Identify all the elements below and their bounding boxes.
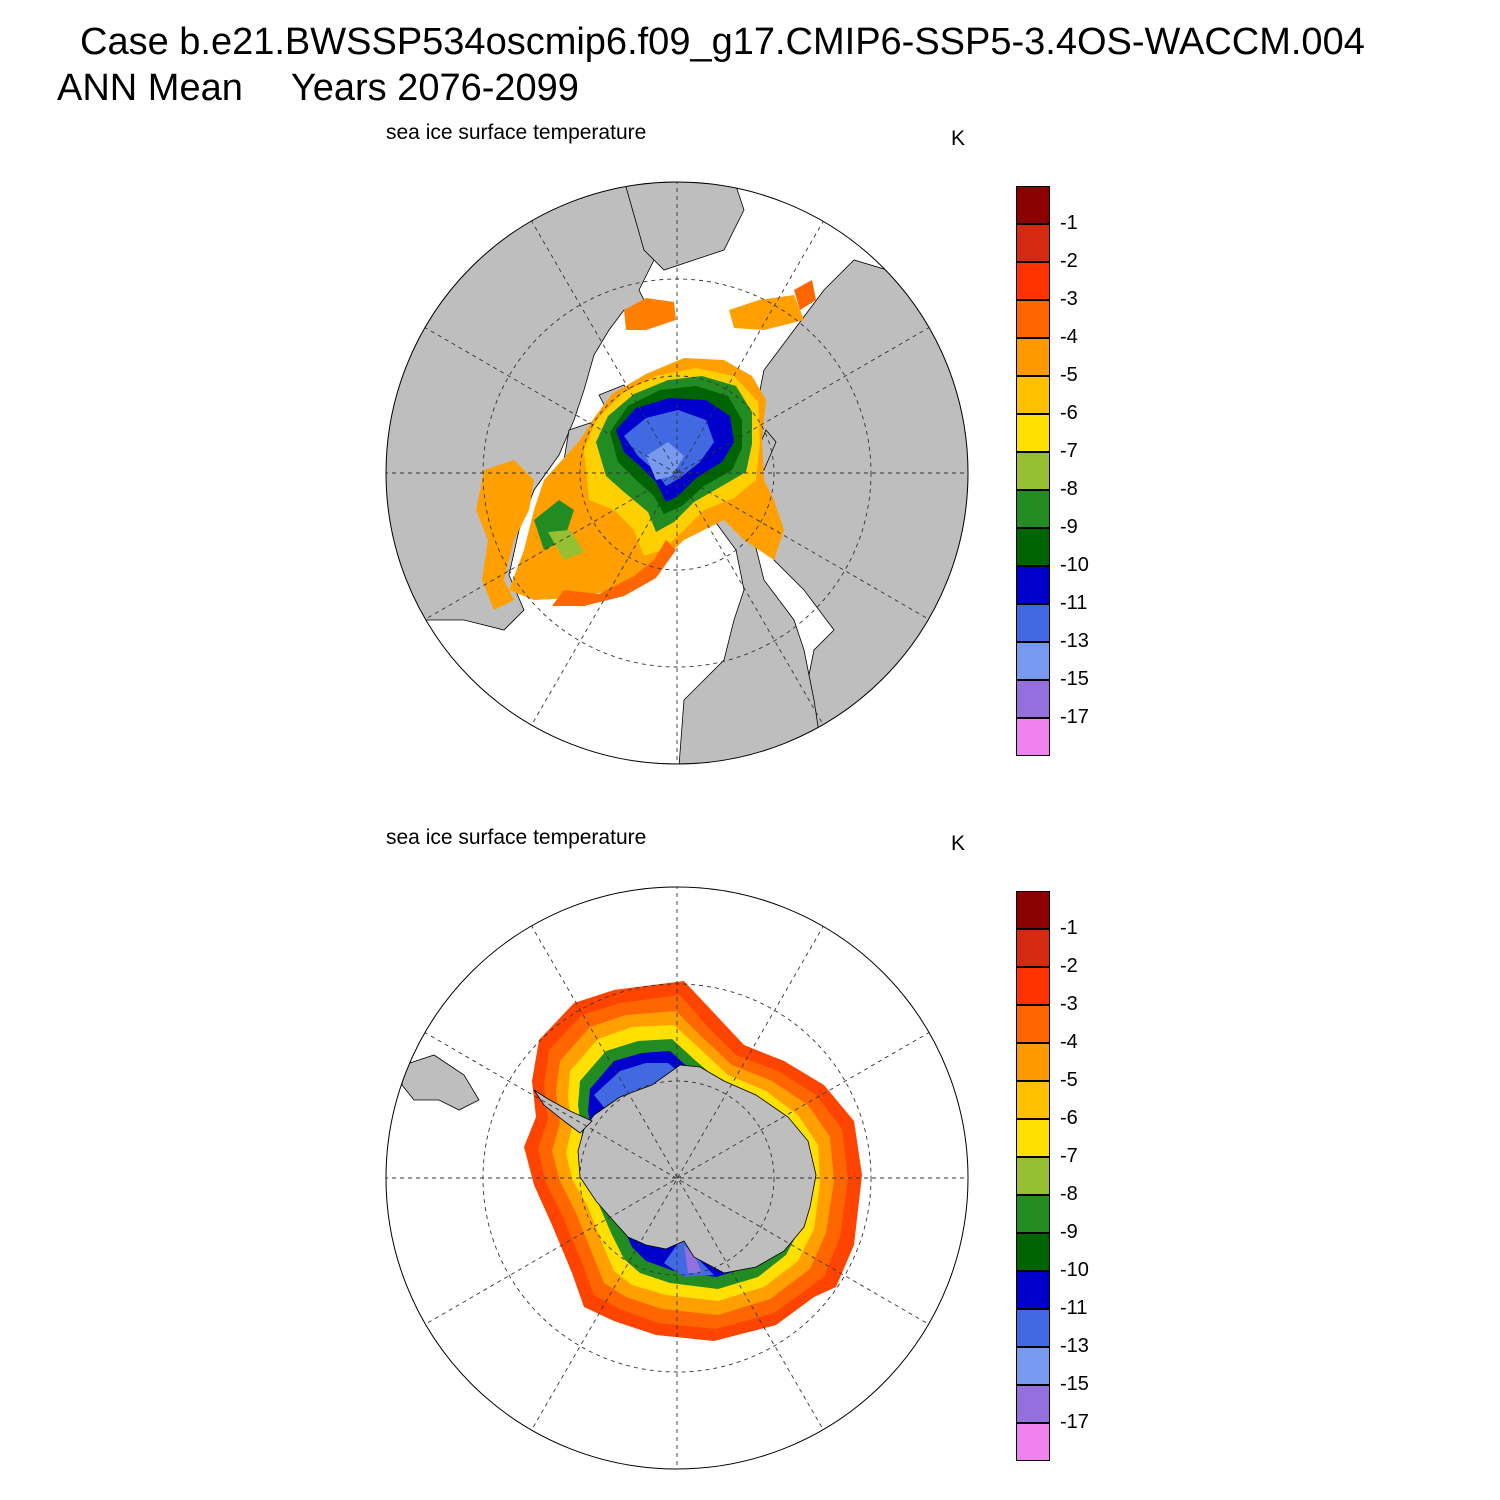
south-colorbar-label: -17 <box>1060 1411 1089 1433</box>
south-colorbar-label: -5 <box>1060 1069 1078 1091</box>
south-colorbar-swatch <box>1016 1385 1050 1423</box>
period-title: ANN Mean Years 2076-2099 <box>57 68 579 108</box>
south-colorbar-label: -2 <box>1060 955 1078 977</box>
north-colorbar-label: -9 <box>1060 516 1078 538</box>
north-colorbar-swatch <box>1016 604 1050 642</box>
south-colorbar-label: -4 <box>1060 1031 1078 1053</box>
north-colorbar-swatch <box>1016 642 1050 680</box>
north-colorbar-label: -7 <box>1060 440 1078 462</box>
south-panel-title: sea ice surface temperature <box>386 826 647 849</box>
north-colorbar-label: -3 <box>1060 288 1078 310</box>
south-graticule <box>386 887 968 1469</box>
antarctica-land <box>577 1064 817 1274</box>
south-colorbar-label: -11 <box>1060 1297 1088 1319</box>
south-colorbar-label: -15 <box>1060 1373 1089 1395</box>
north-colorbar-swatch <box>1016 452 1050 490</box>
south-colorbar-swatch <box>1016 929 1050 967</box>
years-label: Years 2076-2099 <box>290 67 579 109</box>
south-colorbar-swatch <box>1016 1233 1050 1271</box>
north-colorbar-swatch <box>1016 224 1050 262</box>
north-colorbar-label: -1 <box>1060 212 1078 234</box>
north-colorbar-swatch <box>1016 566 1050 604</box>
north-units-label: K <box>951 127 966 150</box>
south-colorbar-swatch <box>1016 1195 1050 1233</box>
north-colorbar-swatch <box>1016 490 1050 528</box>
antarctic-peninsula <box>533 1089 593 1134</box>
north-colorbar-swatch <box>1016 414 1050 452</box>
north-colorbar-swatch <box>1016 338 1050 376</box>
south-colorbar-swatch <box>1016 891 1050 929</box>
north-colorbar-label: -6 <box>1060 402 1078 424</box>
south-colorbar-swatch <box>1016 1119 1050 1157</box>
north-map-border <box>385 181 969 765</box>
north-graticule <box>386 182 968 764</box>
season-label: ANN Mean <box>57 67 243 109</box>
north-colorbar-label: -17 <box>1060 706 1089 728</box>
south-colorbar-swatch <box>1016 1005 1050 1043</box>
south-colorbar-label: -3 <box>1060 993 1078 1015</box>
north-colorbar-label: -4 <box>1060 326 1078 348</box>
south-colorbar-swatch <box>1016 1043 1050 1081</box>
north-colorbar-swatch <box>1016 680 1050 718</box>
south-colorbar-label: -7 <box>1060 1145 1078 1167</box>
north-colorbar-label: -2 <box>1060 250 1078 272</box>
north-colorbar-label: -15 <box>1060 668 1089 690</box>
south-colorbar-swatch <box>1016 1157 1050 1195</box>
south-units-label: K <box>951 832 966 855</box>
north-panel-title: sea ice surface temperature <box>386 121 647 144</box>
north-colorbar-label: -8 <box>1060 478 1078 500</box>
north-colorbar-swatch <box>1016 376 1050 414</box>
south-colorbar-swatch <box>1016 1423 1050 1461</box>
north-sea-ice-field <box>476 280 816 610</box>
south-colorbar-label: -13 <box>1060 1335 1089 1357</box>
south-colorbar-label: -6 <box>1060 1107 1078 1129</box>
south-colorbar-label: -1 <box>1060 917 1078 939</box>
south-colorbar-swatch <box>1016 1347 1050 1385</box>
north-colorbar-swatch <box>1016 300 1050 338</box>
south-america-land <box>401 1054 480 1111</box>
south-colorbar-label: -8 <box>1060 1183 1078 1205</box>
north-colorbar-swatch <box>1016 262 1050 300</box>
south-colorbar-label: -9 <box>1060 1221 1078 1243</box>
north-colorbar-label: -5 <box>1060 364 1078 386</box>
south-map-border <box>385 886 969 1470</box>
south-polar-map <box>385 886 969 1470</box>
north-colorbar-label: -10 <box>1060 554 1089 576</box>
south-colorbar-swatch <box>1016 1081 1050 1119</box>
south-colorbar-label: -10 <box>1060 1259 1089 1281</box>
north-colorbar-swatch <box>1016 186 1050 224</box>
south-colorbar-swatch <box>1016 1309 1050 1347</box>
north-colorbar-label: -13 <box>1060 630 1089 652</box>
north-colorbar-swatch <box>1016 528 1050 566</box>
north-polar-map <box>385 181 969 765</box>
south-colorbar-swatch <box>1016 967 1050 1005</box>
north-colorbar-label: -11 <box>1060 592 1088 614</box>
north-colorbar-swatch <box>1016 718 1050 756</box>
case-title: Case b.e21.BWSSP534oscmip6.f09_g17.CMIP6… <box>80 21 1365 63</box>
south-colorbar-swatch <box>1016 1271 1050 1309</box>
